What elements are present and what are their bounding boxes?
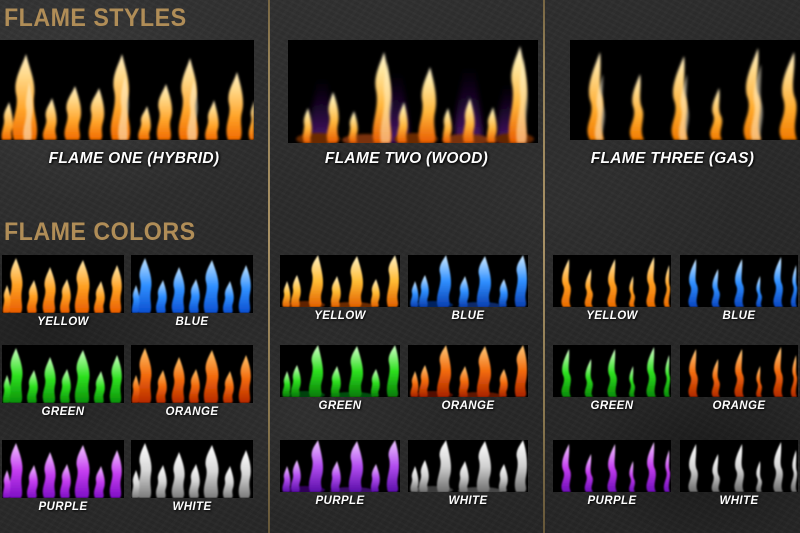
flame-color-label-blue-gas: BLUE xyxy=(722,310,756,322)
flame-color-swatch-yellow-gas[interactable]: YELLOW xyxy=(553,255,671,322)
flame-style-preview-hybrid[interactable] xyxy=(0,40,254,140)
flame-image-gas xyxy=(570,40,800,140)
flame-color-label-yellow-hybrid: YELLOW xyxy=(37,316,89,328)
flame-color-swatch-white-gas[interactable]: WHITE xyxy=(680,440,798,507)
flame-color-swatch-yellow-wood[interactable]: YELLOW xyxy=(280,255,400,322)
flame-color-thumb-purple-wood xyxy=(280,440,400,492)
flame-color-label-blue-hybrid: BLUE xyxy=(175,316,209,328)
flame-color-swatch-purple-hybrid[interactable]: PURPLE xyxy=(2,440,124,513)
flame-art-hybrid-svg xyxy=(1,54,254,140)
flame-color-swatch-yellow-hybrid[interactable]: YELLOW xyxy=(2,255,124,328)
flame-color-label-white-gas: WHITE xyxy=(719,495,759,507)
flame-style-preview-gas[interactable] xyxy=(570,40,800,140)
flame-color-label-purple-hybrid: PURPLE xyxy=(38,501,88,513)
flame-color-thumb-orange-hybrid xyxy=(131,345,253,403)
flame-color-label-blue-wood: BLUE xyxy=(451,310,485,322)
flame-color-swatch-purple-wood[interactable]: PURPLE xyxy=(280,440,400,507)
flame-color-thumb-green-wood xyxy=(280,345,400,397)
flame-image-hybrid xyxy=(0,40,254,140)
flame-color-swatch-white-wood[interactable]: WHITE xyxy=(408,440,528,507)
flame-color-label-orange-wood: ORANGE xyxy=(441,400,495,412)
flame-color-label-green-wood: GREEN xyxy=(318,400,362,412)
flame-color-swatch-blue-hybrid[interactable]: BLUE xyxy=(131,255,253,328)
section-heading-flame-styles: FLAME STYLES xyxy=(4,4,187,32)
flame-color-label-yellow-wood: YELLOW xyxy=(314,310,366,322)
flame-style-caption-hybrid: FLAME ONE (HYBRID) xyxy=(48,150,220,167)
flame-color-swatch-orange-hybrid[interactable]: ORANGE xyxy=(131,345,253,418)
flame-color-thumb-yellow-gas xyxy=(553,255,671,307)
flame-color-swatch-green-gas[interactable]: GREEN xyxy=(553,345,671,412)
flame-color-thumb-blue-wood xyxy=(408,255,528,307)
flame-color-thumb-blue-gas xyxy=(680,255,798,307)
flame-color-swatch-purple-gas[interactable]: PURPLE xyxy=(553,440,671,507)
column-divider-left xyxy=(268,0,270,533)
flame-image-wood xyxy=(288,40,538,143)
flame-style-column-gas: FLAME THREE (GAS) YELLOW BLUE GREEN ORAN… xyxy=(545,0,800,533)
flame-color-swatch-orange-gas[interactable]: ORANGE xyxy=(680,345,798,412)
flame-color-thumb-yellow-wood xyxy=(280,255,400,307)
flame-color-thumb-purple-hybrid xyxy=(2,440,124,498)
flame-color-thumb-white-wood xyxy=(408,440,528,492)
flame-color-thumb-purple-gas xyxy=(553,440,671,492)
flame-color-swatch-green-wood[interactable]: GREEN xyxy=(280,345,400,412)
flame-color-swatch-white-hybrid[interactable]: WHITE xyxy=(131,440,253,513)
flame-color-thumb-blue-hybrid xyxy=(131,255,253,313)
flame-style-caption-gas: FLAME THREE (GAS) xyxy=(590,150,755,167)
flame-style-column-hybrid: FLAME ONE (HYBRID) YELLOW BLUE GREEN ORA xyxy=(0,0,268,533)
flame-art-gas-svg xyxy=(587,48,797,140)
section-heading-flame-colors: FLAME COLORS xyxy=(4,218,196,246)
column-divider-right xyxy=(543,0,545,533)
flame-style-caption-wood: FLAME TWO (WOOD) xyxy=(324,150,489,167)
flame-color-thumb-orange-gas xyxy=(680,345,798,397)
flame-color-label-yellow-gas: YELLOW xyxy=(586,310,638,322)
flame-color-label-purple-gas: PURPLE xyxy=(587,495,637,507)
flame-color-label-orange-gas: ORANGE xyxy=(712,400,766,412)
flame-color-label-white-hybrid: WHITE xyxy=(172,501,212,513)
flame-color-thumb-green-gas xyxy=(553,345,671,397)
flame-color-label-white-wood: WHITE xyxy=(448,495,488,507)
flame-style-preview-wood[interactable] xyxy=(288,40,538,143)
flame-style-column-wood: FLAME TWO (WOOD) YELLOW BLUE GREEN ORANG… xyxy=(270,0,543,533)
flame-color-thumb-white-gas xyxy=(680,440,798,492)
flame-color-label-green-hybrid: GREEN xyxy=(41,406,85,418)
flame-color-label-purple-wood: PURPLE xyxy=(315,495,365,507)
flame-color-swatch-green-hybrid[interactable]: GREEN xyxy=(2,345,124,418)
flame-color-swatch-blue-gas[interactable]: BLUE xyxy=(680,255,798,322)
flame-color-thumb-yellow-hybrid xyxy=(2,255,124,313)
flame-color-thumb-orange-wood xyxy=(408,345,528,397)
flame-art-wood-svg xyxy=(296,46,534,143)
flame-color-swatch-orange-wood[interactable]: ORANGE xyxy=(408,345,528,412)
flame-color-swatch-blue-wood[interactable]: BLUE xyxy=(408,255,528,322)
flame-color-label-orange-hybrid: ORANGE xyxy=(165,406,219,418)
flame-color-label-green-gas: GREEN xyxy=(590,400,634,412)
flame-color-thumb-green-hybrid xyxy=(2,345,124,403)
flame-color-thumb-white-hybrid xyxy=(131,440,253,498)
